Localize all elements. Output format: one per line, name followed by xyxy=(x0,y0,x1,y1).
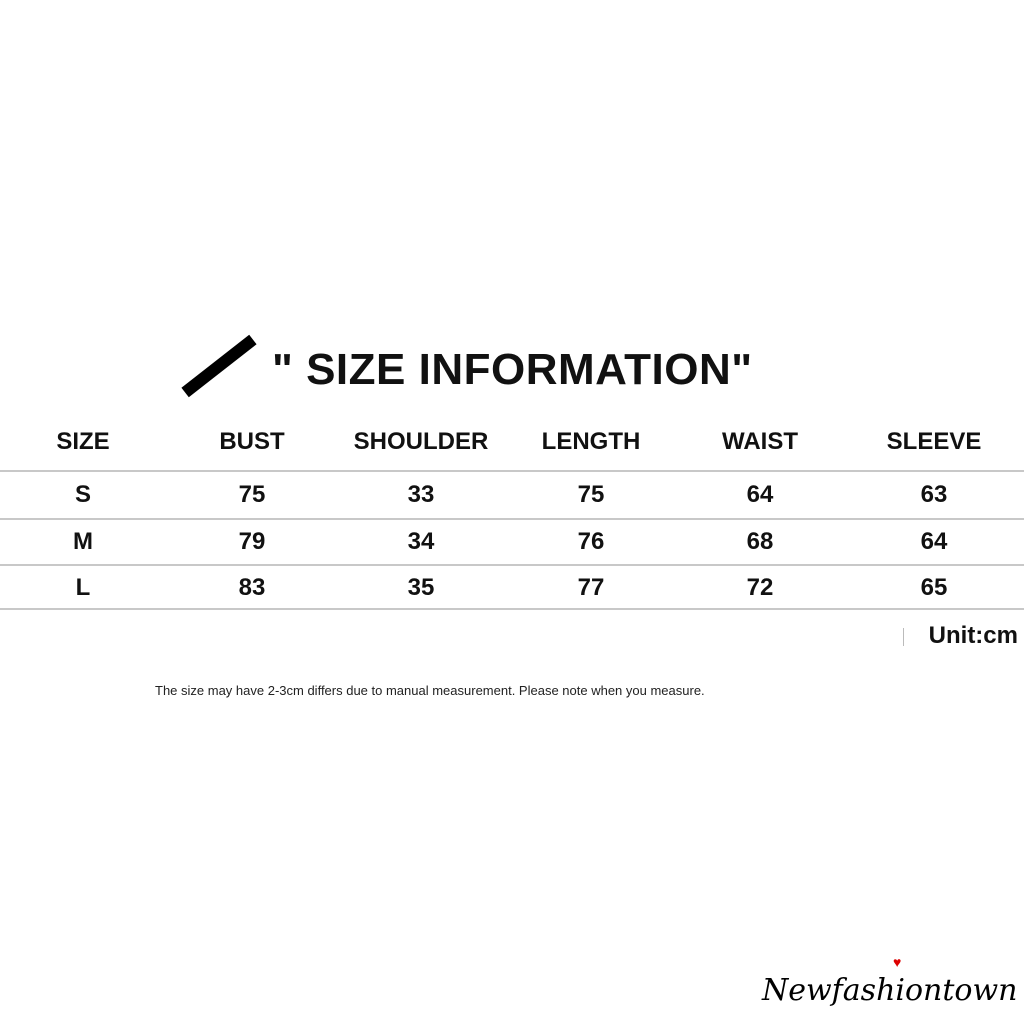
page-title: " SIZE INFORMATION" xyxy=(272,345,753,394)
table-cell: 68 xyxy=(746,528,774,555)
column-header: LENGTH xyxy=(541,428,641,455)
row-divider xyxy=(0,518,1024,520)
table-cell: 35 xyxy=(407,574,435,601)
brand-logo: Newfashiontown xyxy=(762,973,1018,1008)
row-divider xyxy=(0,470,1024,472)
unit-label: Unit:cm xyxy=(928,622,1018,649)
table-cell: 83 xyxy=(238,574,266,601)
table-cell: 77 xyxy=(577,574,605,601)
table-cell: 63 xyxy=(920,481,948,508)
table-row: M 79 34 76 68 64 xyxy=(0,528,1024,568)
table-cell: M xyxy=(73,528,93,555)
table-header: SIZE BUST SHOULDER LENGTH WAIST SLEEVE xyxy=(0,428,1024,468)
slash-decoration xyxy=(181,334,257,398)
table-cell: 64 xyxy=(920,528,948,555)
column-header: SHOULDER xyxy=(353,428,489,455)
heart-icon: ♥ xyxy=(893,954,902,970)
table-cell: 72 xyxy=(746,574,774,601)
measurement-note: The size may have 2-3cm differs due to m… xyxy=(155,683,705,698)
column-header: BUST xyxy=(219,428,285,455)
row-divider xyxy=(0,564,1024,566)
table-row: S 75 33 75 64 63 xyxy=(0,481,1024,521)
column-header: SLEEVE xyxy=(886,428,982,455)
table-cell: 75 xyxy=(577,481,605,508)
table-row: L 83 35 77 72 65 xyxy=(0,574,1024,614)
table-cell: 33 xyxy=(407,481,435,508)
table-cell: 65 xyxy=(920,574,948,601)
row-divider xyxy=(0,608,1024,610)
table-cell: 34 xyxy=(407,528,435,555)
table-cell: 76 xyxy=(577,528,605,555)
table-cell: 79 xyxy=(238,528,266,555)
table-cell: 64 xyxy=(746,481,774,508)
column-header: SIZE xyxy=(56,428,110,455)
table-cell: L xyxy=(75,574,91,601)
table-cell: S xyxy=(74,481,92,508)
divider xyxy=(903,628,904,646)
column-header: WAIST xyxy=(722,428,798,455)
table-cell: 75 xyxy=(238,481,266,508)
